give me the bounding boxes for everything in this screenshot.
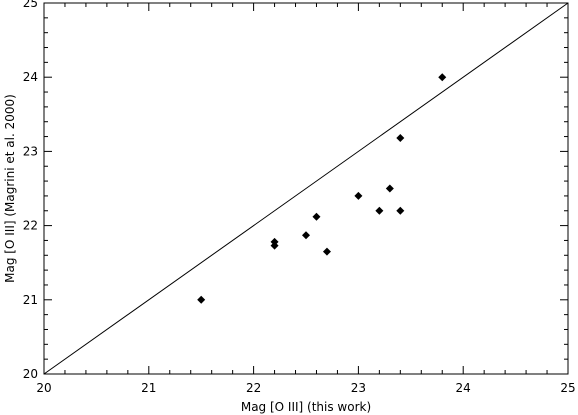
plot-frame <box>43 2 569 375</box>
plot-area: 20 21 22 23 24 25 20 21 22 23 24 25 <box>23 0 576 395</box>
y-tick-label: 22 <box>23 219 38 233</box>
y-tick-label: 24 <box>23 70 38 84</box>
x-tick-label: 25 <box>560 381 575 395</box>
x-tick-label: 24 <box>456 381 471 395</box>
x-tick-label: 23 <box>351 381 366 395</box>
data-point <box>375 206 384 215</box>
y-tick-label: 25 <box>23 0 38 10</box>
data-point <box>438 73 447 82</box>
data-point <box>197 295 206 304</box>
data-point <box>302 231 310 240</box>
y-tick-label: 21 <box>23 293 38 307</box>
data-point <box>312 212 321 221</box>
data-point <box>270 237 279 246</box>
x-tick-label: 21 <box>141 381 156 395</box>
one-to-one-line <box>43 2 569 375</box>
data-point <box>322 247 331 256</box>
data-point <box>354 191 363 200</box>
x-tick-label: 22 <box>246 381 261 395</box>
x-tick-label: 20 <box>36 381 51 395</box>
data-point <box>396 206 405 215</box>
y-axis-label: Mag [O III] (Magrini et al. 2000) <box>3 94 17 283</box>
y-tick-label: 23 <box>23 144 38 158</box>
x-axis-label: Mag [O III] (this work) <box>241 400 371 414</box>
data-point <box>385 184 394 193</box>
data-point <box>396 134 405 143</box>
y-tick-label: 20 <box>23 367 38 381</box>
